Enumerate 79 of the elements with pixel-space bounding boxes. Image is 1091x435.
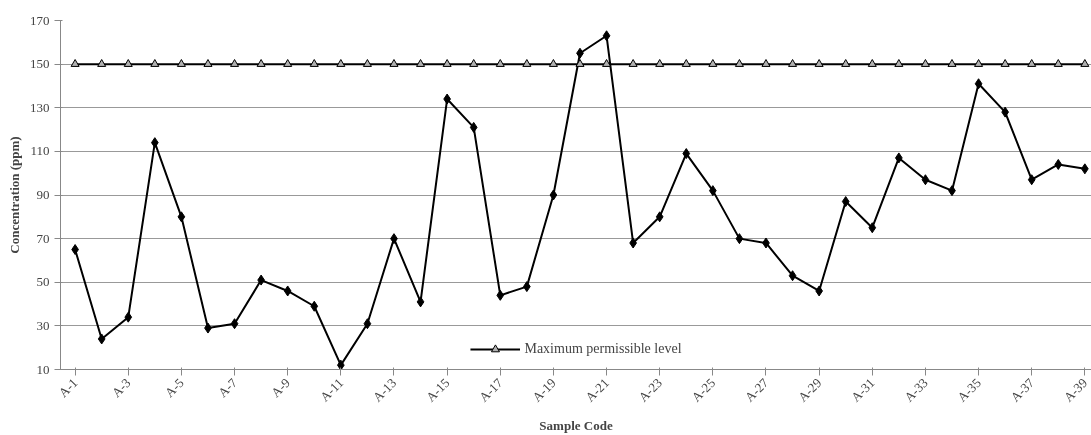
point	[947, 59, 957, 67]
point	[974, 59, 984, 67]
point	[230, 59, 240, 67]
point	[442, 59, 452, 67]
point	[708, 59, 718, 67]
point	[70, 59, 80, 67]
point	[309, 59, 319, 67]
point	[389, 59, 399, 67]
point	[283, 285, 292, 297]
y-tick-label: 130	[30, 99, 50, 115]
point	[1000, 59, 1010, 67]
point	[788, 59, 798, 67]
point	[416, 296, 425, 308]
y-tick-label: 150	[30, 56, 50, 72]
point	[496, 289, 505, 301]
point	[549, 189, 558, 201]
point	[336, 59, 346, 67]
point	[841, 196, 850, 208]
point	[337, 359, 345, 370]
point	[734, 59, 744, 67]
y-tick-label: 90	[36, 187, 50, 202]
y-tick-label: 110	[30, 143, 50, 159]
point	[123, 59, 133, 67]
point	[761, 59, 771, 67]
point	[362, 59, 372, 67]
point	[894, 59, 904, 67]
point	[681, 59, 691, 67]
point	[682, 148, 691, 160]
x-tick-label: A-1	[55, 375, 81, 401]
point	[735, 233, 744, 245]
point	[655, 211, 664, 223]
point	[1053, 59, 1063, 67]
point	[1027, 59, 1037, 67]
point	[256, 59, 266, 67]
x-tick-label: A-9	[268, 375, 293, 401]
point	[628, 59, 638, 67]
point	[522, 59, 532, 67]
y-tick-label: 170	[30, 12, 50, 28]
point	[230, 318, 239, 330]
point	[602, 30, 611, 42]
y-tick-label: 10	[36, 361, 50, 377]
x-tick-label: A-3	[108, 375, 134, 401]
point	[97, 59, 107, 67]
y-axis-title: Concentration (ppm)	[7, 136, 22, 254]
legend-label: Maximum permissible level	[524, 341, 682, 357]
point	[310, 300, 319, 312]
point	[1080, 59, 1090, 67]
point	[788, 270, 797, 282]
point	[363, 318, 372, 330]
x-tick-label: A-7	[214, 374, 241, 401]
y-tick-label: 50	[36, 274, 50, 290]
point	[974, 78, 983, 90]
point	[177, 211, 186, 223]
point	[176, 59, 186, 67]
x-axis-title: Sample Code	[539, 418, 613, 433]
point	[1054, 158, 1063, 170]
point	[283, 59, 293, 67]
point	[602, 59, 612, 67]
point	[867, 59, 877, 67]
point	[655, 59, 665, 67]
y-tick-label: 30	[36, 317, 50, 333]
point	[548, 59, 558, 67]
point	[868, 222, 877, 234]
y-tick-label: 70	[36, 230, 50, 246]
point	[921, 174, 930, 186]
point	[97, 333, 106, 345]
point	[1027, 174, 1036, 186]
point	[841, 59, 851, 67]
x-tick-label: A-5	[161, 375, 187, 401]
point	[920, 59, 930, 67]
point	[495, 59, 505, 67]
point	[124, 311, 133, 323]
point	[469, 59, 479, 67]
point	[814, 59, 824, 67]
point	[203, 59, 213, 67]
point	[575, 59, 585, 67]
point	[469, 121, 478, 133]
point	[416, 59, 426, 67]
point	[150, 59, 160, 67]
